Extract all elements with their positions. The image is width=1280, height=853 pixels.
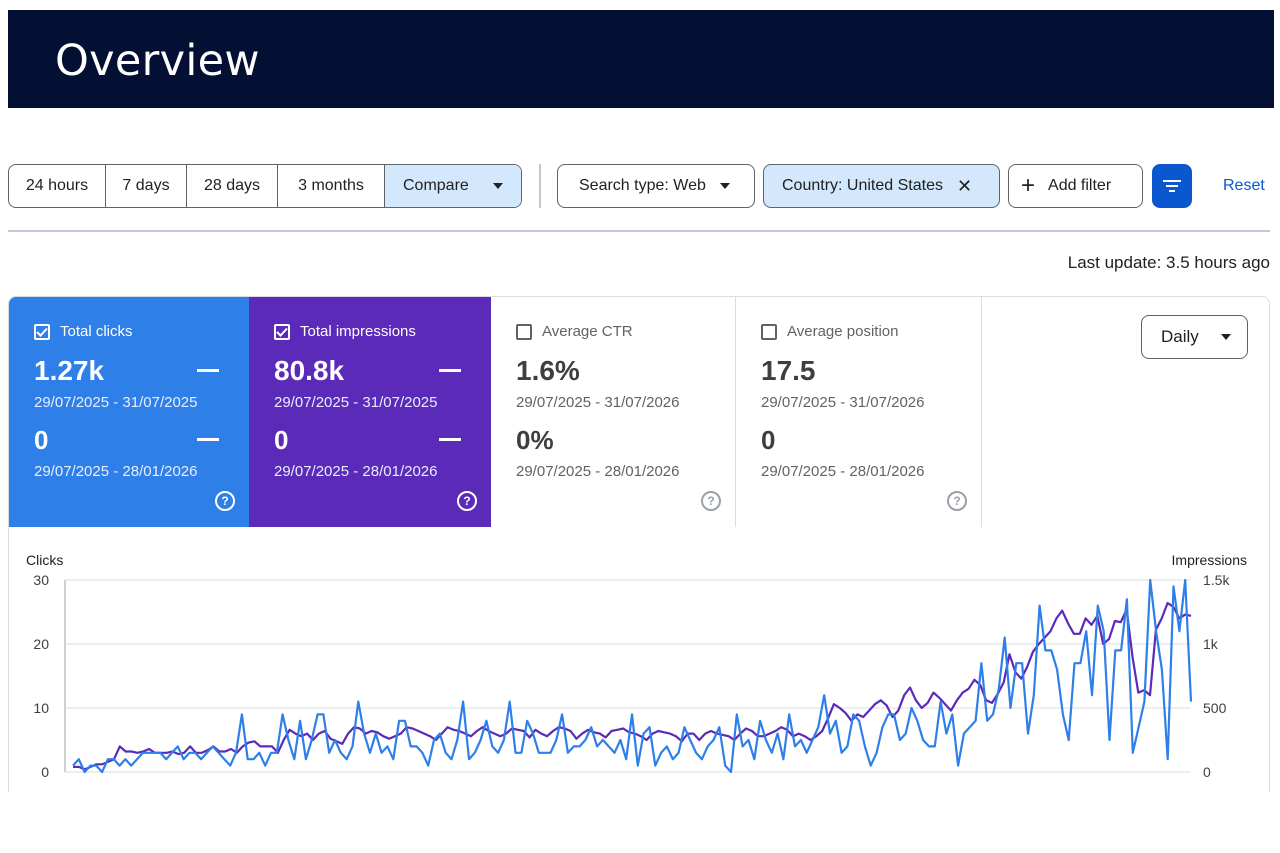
compare-label: Compare (403, 177, 469, 194)
range-3-months[interactable]: 3 months (278, 165, 385, 207)
search-type-dropdown[interactable]: Search type: Web (557, 164, 755, 208)
metric-label-row: Total clicks (34, 323, 133, 340)
granularity-label: Daily (1161, 327, 1199, 346)
overview-header: Overview (8, 10, 1274, 108)
checkbox-unchecked-icon[interactable] (516, 323, 532, 340)
filter-icon (1163, 180, 1181, 192)
toolbar-divider (539, 164, 541, 208)
metric-label: Total clicks (60, 323, 133, 340)
y-tick-label: 30 (33, 572, 49, 588)
filter-toolbar: 24 hours 7 days 28 days 3 months Compare… (8, 164, 1274, 208)
metric-cards: Total clicks 1.27k 29/07/2025 - 31/07/20… (8, 296, 1270, 527)
country-filter-chip[interactable]: Country: United States ✕ (763, 164, 1000, 208)
line-chart: Clicks Impressions 0 0 10 500 20 1k 30 1.5k (26, 552, 1247, 780)
dash-icon (439, 438, 461, 441)
chart-series (72, 578, 1193, 774)
metric-card-total-clicks[interactable]: Total clicks 1.27k 29/07/2025 - 31/07/20… (9, 297, 249, 527)
metric-compare-value: 0 (34, 425, 49, 455)
range-24-hours[interactable]: 24 hours (9, 165, 106, 207)
last-update-text: Last update: 3.5 hours ago (1067, 253, 1270, 272)
add-filter-label: Add filter (1048, 177, 1112, 194)
range-28-days[interactable]: 28 days (187, 165, 278, 207)
metric-value: 80.8k (274, 355, 345, 386)
metric-date-range: 29/07/2025 - 31/07/2026 (516, 394, 680, 411)
help-icon[interactable]: ? (457, 491, 477, 511)
metric-compare-date-range: 29/07/2025 - 28/01/2026 (761, 463, 925, 480)
add-filter-button[interactable]: + Add filter (1008, 164, 1143, 208)
metric-card-average-position[interactable]: Average position 17.5 29/07/2025 - 31/07… (736, 297, 982, 527)
metric-label: Average CTR (542, 323, 633, 340)
metric-label-row: Average CTR (516, 323, 633, 340)
series-line-total-clicks (72, 578, 1193, 774)
metric-card-total-impressions[interactable]: Total impressions 80.8k 29/07/2025 - 31/… (249, 297, 491, 527)
metric-card-average-ctr[interactable]: Average CTR 1.6% 29/07/2025 - 31/07/2026… (491, 297, 736, 527)
y-axis-label: Clicks (26, 552, 63, 568)
y2-tick-label: 1.5k (1203, 572, 1230, 588)
help-icon[interactable]: ? (701, 491, 721, 511)
y2-tick-label: 0 (1203, 764, 1211, 780)
page-title: Overview (55, 36, 260, 86)
metric-date-range: 29/07/2025 - 31/07/2025 (34, 394, 198, 411)
metric-label: Average position (787, 323, 899, 340)
metric-compare-value: 0 (274, 425, 289, 455)
compare-dropdown[interactable]: Compare (385, 165, 521, 207)
dash-icon (197, 369, 219, 372)
plus-icon: + (1021, 172, 1036, 199)
range-7-days[interactable]: 7 days (106, 165, 187, 207)
checkbox-checked-icon[interactable] (274, 323, 290, 340)
date-range-selector: 24 hours 7 days 28 days 3 months Compare (8, 164, 522, 208)
metric-label: Total impressions (300, 323, 416, 340)
metric-compare-value: 0 (761, 425, 776, 455)
caret-down-icon (719, 183, 730, 189)
y-tick-label: 10 (33, 700, 49, 716)
chart-ticks: 0 0 10 500 20 1k 30 1.5k (33, 572, 1230, 780)
y2-tick-label: 500 (1203, 700, 1227, 716)
metric-value: 17.5 (761, 355, 816, 386)
metric-label-row: Total impressions (274, 323, 416, 340)
dash-icon (439, 369, 461, 372)
help-icon[interactable]: ? (215, 491, 235, 511)
metric-compare-date-range: 29/07/2025 - 28/01/2026 (34, 463, 198, 480)
reset-link[interactable]: Reset (1223, 177, 1265, 194)
metric-value: 1.27k (34, 355, 105, 386)
y-tick-label: 20 (33, 636, 49, 652)
filter-button[interactable] (1152, 164, 1192, 208)
metric-compare-value: 0% (516, 425, 554, 455)
metric-date-range: 29/07/2025 - 31/07/2025 (274, 394, 438, 411)
close-icon[interactable]: ✕ (956, 176, 973, 196)
checkbox-unchecked-icon[interactable] (761, 323, 777, 340)
metric-date-range: 29/07/2025 - 31/07/2026 (761, 394, 925, 411)
metric-value: 1.6% (516, 355, 580, 386)
search-type-label: Search type: Web (579, 177, 706, 194)
help-icon[interactable]: ? (947, 491, 967, 511)
series-line-total-impressions (73, 601, 1192, 771)
y-tick-label: 0 (41, 764, 49, 780)
caret-down-icon (492, 183, 503, 189)
metric-label-row: Average position (761, 323, 898, 340)
granularity-dropdown[interactable]: Daily (1141, 315, 1248, 359)
caret-down-icon (1220, 334, 1231, 340)
y2-axis-label: Impressions (1172, 552, 1247, 568)
performance-chart: Clicks Impressions 0 0 10 500 20 1k 30 1.5k (8, 527, 1270, 792)
toolbar-underline (8, 230, 1270, 232)
checkbox-checked-icon[interactable] (34, 323, 50, 340)
country-filter-label: Country: United States (782, 177, 943, 194)
y2-tick-label: 1k (1203, 636, 1219, 652)
metric-compare-date-range: 29/07/2025 - 28/01/2026 (274, 463, 438, 480)
metric-compare-date-range: 29/07/2025 - 28/01/2026 (516, 463, 680, 480)
dash-icon (197, 438, 219, 441)
